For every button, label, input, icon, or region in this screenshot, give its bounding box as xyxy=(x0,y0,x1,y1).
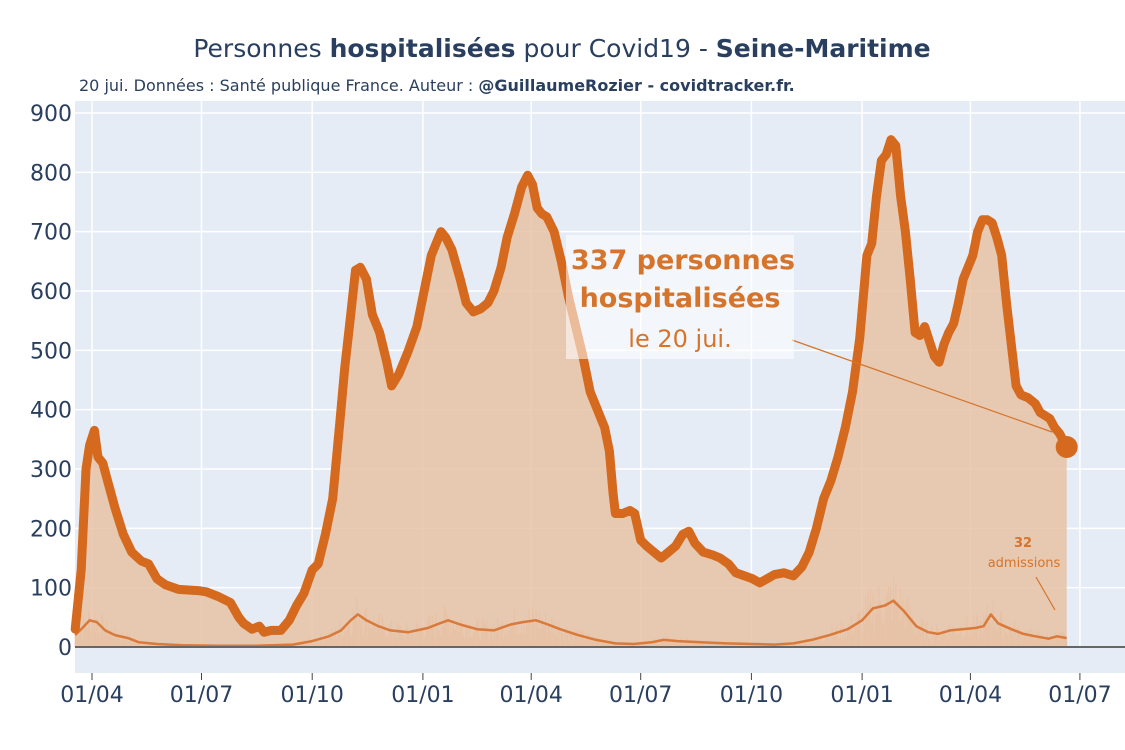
x-tick-label: 01/10 xyxy=(720,683,783,708)
admissions-value: 32 xyxy=(1014,536,1032,551)
x-tick-label: 01/10 xyxy=(281,683,344,708)
admissions-label: admissions xyxy=(988,556,1061,571)
admissions-connector xyxy=(1035,576,1056,611)
y-tick-label: 0 xyxy=(58,636,72,661)
x-tick-label: 01/04 xyxy=(60,683,123,708)
subtitle-part-2: @GuillaumeRozier - covidtracker.fr. xyxy=(478,76,794,95)
annotation-hospitalized: 337 personnes hospitalisées le 20 jui. xyxy=(566,235,1078,458)
chart-subtitle: 20 jui. Données : Santé publique France.… xyxy=(79,76,795,95)
chart-title: Personnes hospitalisées pour Covid19 - S… xyxy=(193,34,930,63)
x-tick-label: 01/01 xyxy=(391,683,454,708)
x-tick-label: 01/07 xyxy=(1048,683,1111,708)
annotation-admissions: 32 admissions xyxy=(988,536,1061,611)
x-tick-label: 01/04 xyxy=(500,683,563,708)
title-part-3: pour Covid19 - xyxy=(516,34,716,63)
annotation-line-3: le 20 jui. xyxy=(628,325,731,353)
y-tick-label: 800 xyxy=(30,161,72,186)
hospitalized-line-layer xyxy=(70,135,1072,637)
title-part-1: Personnes xyxy=(193,34,329,63)
y-tick-label: 100 xyxy=(30,577,72,602)
annotation-line-2: hospitalisées xyxy=(580,283,781,314)
annotation-connector xyxy=(791,339,1053,433)
annotation-box xyxy=(566,235,794,359)
x-tick-label: 01/04 xyxy=(939,683,1002,708)
y-tick-label: 300 xyxy=(30,458,72,483)
x-tick-labels: 01/04 01/07 01/10 01/01 01/04 01/07 01/10 01/01… xyxy=(60,673,1112,708)
y-tick-labels: 0 100 200 300 400 500 600 700 800 900 xyxy=(30,102,72,661)
y-tick-label: 900 xyxy=(30,102,72,127)
x-tick-label: 01/07 xyxy=(170,683,233,708)
last-value-marker xyxy=(1055,436,1078,458)
y-tick-label: 400 xyxy=(30,399,72,424)
y-tick-label: 500 xyxy=(30,339,72,364)
x-tick-label: 01/01 xyxy=(830,683,893,708)
annotation-line-1: 337 personnes xyxy=(571,245,795,276)
title-part-2: hospitalisées xyxy=(330,34,516,63)
admissions-line-layer xyxy=(74,599,1067,648)
title-part-4: Seine-Maritime xyxy=(716,34,931,63)
admissions-line xyxy=(74,599,1067,648)
hospitalized-line xyxy=(70,135,1072,637)
subtitle-part-1: 20 jui. Données : Santé publique France.… xyxy=(79,76,478,95)
y-tick-label: 700 xyxy=(30,221,72,246)
x-tick-label: 01/07 xyxy=(609,683,672,708)
y-tick-label: 600 xyxy=(30,280,72,305)
y-tick-label: 200 xyxy=(30,517,72,542)
